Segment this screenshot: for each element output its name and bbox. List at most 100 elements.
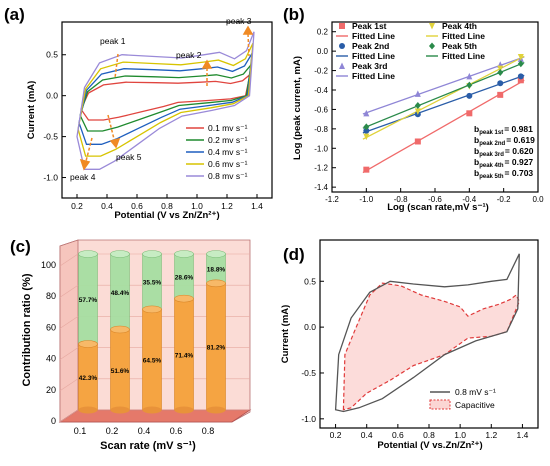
legend-marker	[339, 43, 345, 49]
panel-a-ticks: 0.2 0.4 0.6 0.8 1.0 1.2 1.4 0.5 0.0 -0.5 -1.0	[43, 50, 263, 211]
legend-marker	[339, 62, 345, 69]
x-tick-label: 1.0	[191, 201, 203, 211]
y-tick-label: -0.2	[314, 67, 328, 76]
panel-d-curves	[334, 253, 520, 413]
b-value-4: bpeak 5th= 0.703	[474, 168, 533, 180]
b-subscript: peak 5th	[479, 174, 504, 180]
panel-a-ylabel: Current (mA)	[26, 81, 37, 140]
y-tick-label: 0.0	[46, 91, 58, 101]
x-tick-label: 0.2	[71, 201, 83, 211]
bar-mid-cap-0.8	[206, 279, 226, 288]
legend-label: Peak 3rd	[352, 61, 387, 71]
grid-line-side	[59, 253, 79, 267]
bar-cap-0.4	[142, 250, 162, 258]
panel-a-arrows	[79, 25, 254, 171]
panel-a-tag: (a)	[4, 5, 25, 24]
peak-5-label: peak 5	[116, 152, 142, 162]
x-tick-label: 0.8	[423, 430, 435, 440]
fitted-line-1	[362, 74, 525, 134]
point-Peak-5th	[363, 123, 370, 131]
x-tick-label: 0.4	[138, 426, 151, 436]
legend-label: 0.4 mv s⁻¹	[208, 147, 248, 157]
point-Peak-3rd	[363, 109, 370, 117]
b-symbol: b	[474, 168, 479, 178]
legend-label: Fitted Line	[442, 31, 485, 41]
b-value-2: bpeak 3rd= 0.620	[474, 146, 534, 158]
panel-b-ylabel: Log (peak current, mA)	[292, 56, 303, 160]
panel-c-xlabel: Scan rate (mV s⁻¹)	[100, 440, 196, 452]
point-Peak-5th	[414, 102, 421, 110]
panel-b-ticks: -1.2 -1.0 -0.8 -0.6 -0.4 -0.2 0.0 0.2 0.0 -0.2 -0.…	[314, 28, 544, 204]
y-tick-label: 0	[51, 416, 56, 426]
point-Peak-1st	[363, 166, 370, 173]
x-tick-label: -0.6	[428, 195, 442, 204]
y-tick-label: 60	[46, 322, 56, 332]
capacitive-area	[342, 282, 520, 411]
y-tick-label: 0.5	[304, 276, 316, 286]
x-tick-label: 0.1	[74, 426, 87, 436]
bar-mid-cap-0.2	[110, 325, 130, 334]
point-Peak-4th	[497, 65, 504, 73]
panel-b: (b) -1.2 -1.0 -0.8 -0.6 -0.4 -0.2 0.0 0.2 0.0 -0.…	[283, 5, 544, 213]
b-value: = 0.981	[504, 124, 533, 134]
bar-cap-0.2	[110, 250, 130, 258]
bar-base-0.2	[110, 406, 130, 414]
b-value: = 0.619	[506, 135, 535, 145]
panel-d-ylabel: Current (mA)	[280, 305, 291, 364]
legend-label: Peak 4th	[442, 21, 477, 31]
y-tick-label: -0.4	[314, 86, 328, 95]
grid-line-side	[59, 284, 79, 298]
fitted-line-4	[362, 61, 525, 129]
legend-label-capacitive: Capacitive	[455, 400, 495, 410]
x-tick-label: 0.4	[361, 430, 373, 440]
bar-base-0.8	[206, 406, 226, 414]
x-tick-label: 0.6	[170, 426, 183, 436]
legend-label: 0.6 mv s⁻¹	[208, 159, 248, 169]
cv-curve-0.1 mv s⁻¹	[80, 72, 252, 121]
legend-label-0.8: 0.8 mV s⁻¹	[455, 387, 496, 397]
fitted-line-2	[362, 56, 525, 115]
y-tick-label: -0.5	[301, 368, 316, 378]
panel-d-legend: 0.8 mV s⁻¹ Capacitive	[429, 387, 496, 410]
grid-line-side	[59, 316, 79, 329]
y-tick-label: -1.4	[314, 183, 328, 192]
b-value-0: bpeak 1st= 0.981	[474, 124, 533, 136]
b-symbol: b	[474, 157, 479, 167]
panel-a-curves	[76, 31, 255, 170]
x-tick-label: 1.4	[517, 430, 529, 440]
bar-base-0.4	[142, 406, 162, 414]
x-tick-label: -1.2	[325, 195, 339, 204]
legend-swatch-capacitive	[429, 399, 451, 410]
point-Peak-3rd	[466, 72, 473, 80]
bar-base-0.6	[174, 406, 194, 414]
grid-line-side	[59, 378, 79, 392]
panel-b-xlabel: Log (scan rate,mV s⁻¹)	[387, 202, 489, 213]
bar-cap-0.6	[174, 250, 194, 258]
b-symbol: b	[474, 146, 479, 156]
x-tick-label: 0.0	[532, 195, 544, 204]
bar-mid-cap-0.6	[174, 294, 194, 303]
grid-line-side	[59, 409, 79, 423]
peak-2-label: peak 2	[176, 50, 202, 60]
b-subscript: peak 1st	[479, 130, 503, 136]
b-value: = 0.620	[505, 146, 534, 156]
bar-upper-label: 35.5%	[143, 280, 162, 287]
bar-base-0.1	[78, 406, 98, 414]
y-tick-label: 40	[46, 354, 56, 364]
panel-d-tag: (d)	[283, 245, 305, 264]
x-tick-label: -1.0	[359, 195, 373, 204]
y-tick-label: 0.0	[304, 322, 316, 332]
point-Peak-2nd	[497, 80, 504, 87]
cv-curve-0.8 mv s⁻¹	[76, 31, 255, 170]
point-Peak-1st	[466, 110, 473, 117]
point-Peak-1st	[414, 138, 421, 145]
b-symbol: b	[474, 124, 479, 134]
x-tick-label: 0.4	[101, 201, 113, 211]
point-Peak-3rd	[414, 90, 421, 97]
panel-c-ticks: 100 80 60 40 20 0 0.1 0.2 0.4 0.6 0.8	[41, 260, 214, 436]
panel-a-xlabel: Potential (V vs Zn/Zn²⁺)	[114, 210, 219, 221]
bar-mid-cap-0.1	[78, 340, 98, 348]
point-Peak-2nd	[363, 127, 370, 134]
